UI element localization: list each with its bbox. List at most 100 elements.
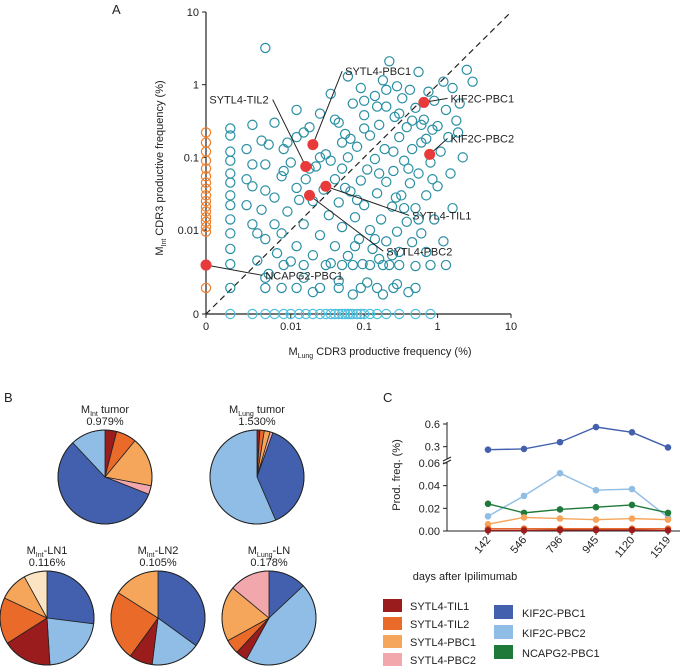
clone-point (252, 228, 263, 239)
clone-point (336, 221, 348, 233)
clone-point-int-only (200, 171, 212, 182)
clone-point-lung-only (225, 308, 236, 320)
clone-point (381, 176, 392, 188)
clone-point (298, 272, 309, 284)
clone-point (358, 95, 370, 107)
pie-title: MInt-LN1 (27, 545, 68, 559)
series-point (484, 500, 492, 508)
series-point (520, 514, 528, 521)
legend-swatch (494, 645, 513, 659)
y-tick-label: 0.02 (419, 503, 440, 515)
clone-point (377, 289, 389, 300)
clone-point-lung-only (347, 308, 359, 320)
clone-point (349, 212, 361, 223)
clone-point (276, 282, 287, 294)
clone-point (241, 199, 252, 211)
clone-point (314, 152, 326, 163)
clone-point (367, 243, 378, 255)
clone-point (384, 259, 395, 271)
pie-title: MInt-LN2 (138, 545, 179, 559)
clone-point (271, 248, 283, 259)
clone-label: KIF2C-PBC2 (451, 134, 515, 146)
clone-point (386, 201, 398, 212)
clone-leader-line (272, 99, 307, 167)
clone-point (260, 282, 271, 294)
clone-point (406, 237, 418, 248)
clone-point (351, 194, 363, 206)
x-tick-label: 945 (580, 534, 601, 556)
clone-point (362, 277, 373, 288)
clone-point (416, 228, 427, 239)
series-point (628, 485, 636, 493)
clone-point (447, 202, 458, 214)
diagonal-line (205, 11, 512, 315)
clone-point (388, 165, 399, 177)
highlighted-clone-point (424, 148, 436, 160)
clone-point (276, 171, 287, 182)
clone-point-lung-only (410, 308, 421, 320)
pie-title: MInt tumor (81, 404, 129, 418)
x-tick-label: 0.01 (280, 321, 301, 333)
series-line (487, 472, 669, 518)
clone-point (358, 199, 370, 211)
clone-point (457, 152, 468, 163)
clone-point (406, 115, 418, 126)
clone-point (423, 86, 434, 97)
clone-point-int-only (200, 195, 212, 207)
clone-point (225, 168, 236, 179)
pie-total: 0.116% (29, 557, 66, 569)
pie-slice (46, 617, 95, 666)
clone-point (339, 128, 351, 140)
clone-point (241, 143, 252, 155)
clone-point (381, 101, 392, 112)
clone-point (429, 95, 440, 107)
series-point (628, 429, 636, 436)
clone-point (451, 115, 462, 126)
x-tick-label: 546 (508, 534, 529, 556)
series-point (628, 526, 636, 534)
y-tick-label: 0 (193, 309, 199, 321)
pie-outline (110, 570, 206, 666)
clone-point (406, 143, 418, 155)
pie-total: 0.105% (139, 557, 177, 569)
clone-point (416, 137, 427, 148)
clone-point (391, 278, 403, 290)
clone-point-lung-only (351, 308, 363, 320)
x-tick-label: 1120 (613, 534, 637, 560)
clone-point (291, 282, 302, 294)
clone-point-lung-only (300, 308, 311, 320)
clone-point (452, 127, 464, 138)
clone-point (256, 204, 267, 215)
clone-point (325, 88, 336, 99)
clone-point-lung-only (336, 308, 348, 320)
series-point (556, 515, 564, 522)
clone-point (260, 159, 271, 170)
clone-point (298, 127, 309, 138)
clone-point (225, 130, 236, 141)
clone-leader-line (309, 194, 384, 252)
clone-point (440, 104, 452, 116)
series-point (520, 527, 528, 534)
clone-point (320, 259, 332, 271)
clone-point (401, 122, 412, 133)
clone-point (325, 257, 336, 269)
clone-point (427, 124, 438, 135)
clone-point (413, 214, 424, 225)
legend-label: NCAPG2-PBC1 (522, 648, 600, 660)
clone-point-lung-only (285, 308, 296, 320)
clone-point (381, 236, 392, 247)
y-tick-label: 0.00 (419, 526, 440, 538)
clone-point (241, 174, 252, 185)
clone-point (314, 282, 326, 294)
clone-point (263, 139, 274, 150)
clone-point (394, 108, 405, 119)
clone-point (373, 168, 385, 179)
clone-point-int-only (200, 226, 212, 237)
clone-point (260, 185, 271, 196)
clone-point (342, 250, 354, 262)
clone-point (371, 282, 383, 294)
clone-point (410, 260, 421, 272)
clone-leader-line (325, 185, 410, 216)
clone-point (333, 117, 344, 128)
